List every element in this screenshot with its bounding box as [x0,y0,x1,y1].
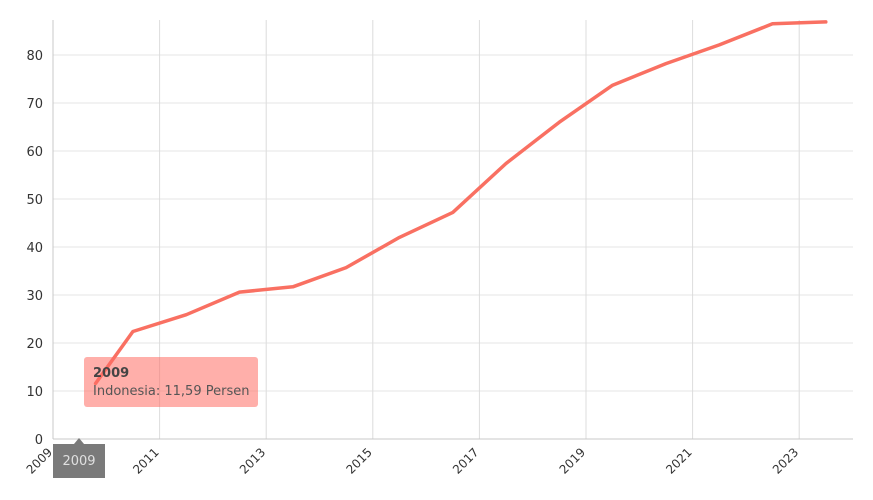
x-tick-label: 2013 [237,445,268,476]
crosshair-x-label: 2009 [53,438,105,478]
x-tick-label: 2011 [130,445,161,476]
chart-tooltip: 2009 Indonesia: 11,59 Persen [84,357,259,407]
y-tick-label: 70 [26,97,43,112]
y-tick-label: 0 [35,433,43,448]
x-tick-label: 2009 [24,445,55,476]
y-tick-label: 50 [26,193,43,208]
x-tick-label: 2015 [343,445,374,476]
tooltip-title: 2009 [93,366,130,381]
y-tick-label: 60 [26,145,43,160]
tooltip-value: Indonesia: 11,59 Persen [93,384,250,399]
x-tick-label: 2017 [450,445,481,476]
y-tick-label: 80 [26,49,43,64]
x-tick-label: 2021 [663,445,694,476]
y-tick-label: 30 [26,289,43,304]
y-tick-label: 40 [26,241,43,256]
y-tick-label: 20 [26,337,43,352]
series-line [93,20,828,386]
x-tick-label: 2019 [557,445,588,476]
y-tick-label: 10 [26,385,43,400]
x-tick-label: 2023 [770,445,801,476]
